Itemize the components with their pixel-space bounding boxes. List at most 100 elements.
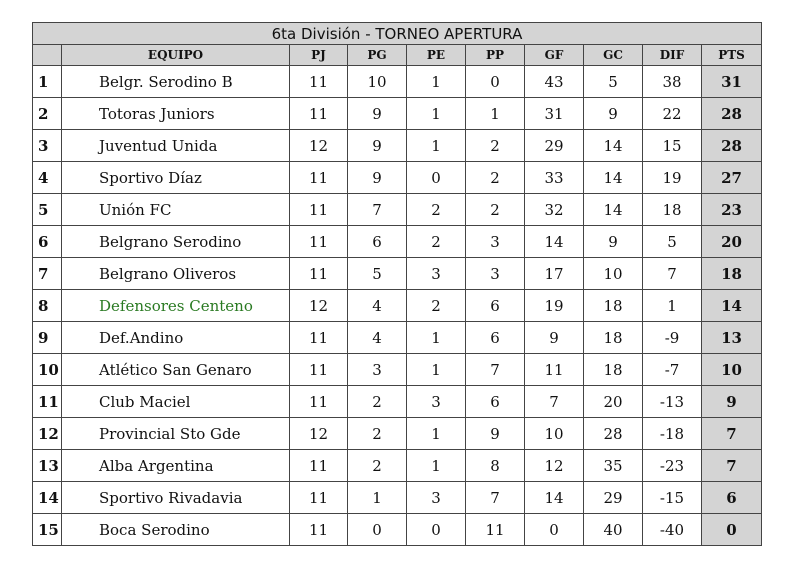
stat-cell: 2 (347, 417, 407, 450)
stat-cell: 6 (465, 289, 525, 322)
stat-cell: 3 (347, 353, 407, 386)
stat-cell: 11 (289, 449, 348, 482)
stat-cell: 11 (289, 353, 348, 386)
stat-cell: 17 (524, 257, 584, 290)
team-cell: Sportivo Rivadavia (61, 481, 290, 514)
pts-cell: 18 (701, 257, 762, 290)
stat-cell: 3 (465, 225, 525, 258)
stat-cell: 7 (465, 481, 525, 514)
stat-cell: 11 (289, 161, 348, 194)
rank-cell: 14 (32, 481, 62, 514)
pts-cell: 28 (701, 129, 762, 162)
pts-cell: 6 (701, 481, 762, 514)
stat-cell: 1 (406, 449, 466, 482)
stat-cell: 2 (465, 193, 525, 226)
header-cell: PP (465, 44, 525, 66)
stat-cell: 19 (642, 161, 702, 194)
pts-cell: 14 (701, 289, 762, 322)
team-cell: Juventud Unida (61, 129, 290, 162)
stat-cell: 6 (465, 385, 525, 418)
stat-cell: 12 (289, 417, 348, 450)
stat-cell: 11 (289, 65, 348, 98)
stat-cell: 10 (524, 417, 584, 450)
team-cell: Atlético San Genaro (61, 353, 290, 386)
pts-cell: 10 (701, 353, 762, 386)
table-row: 11 Club Maciel 11 2 3 6 7 20 -13 9 (32, 385, 762, 418)
rank-cell: 4 (32, 161, 62, 194)
header-cell: PG (347, 44, 407, 66)
stat-cell: 6 (465, 321, 525, 354)
stat-cell: 3 (406, 385, 466, 418)
pts-cell: 0 (701, 513, 762, 546)
table-row: 3 Juventud Unida 12 9 1 2 29 14 15 28 (32, 129, 762, 162)
stat-cell: 11 (289, 481, 348, 514)
stat-cell: 9 (347, 129, 407, 162)
rank-cell: 8 (32, 289, 62, 322)
header-cell: DIF (642, 44, 702, 66)
standings-table: 6ta División - TORNEO APERTURA EQUIPO PJ P… (32, 22, 762, 546)
table-row: 5 Unión FC 11 7 2 2 32 14 18 23 (32, 193, 762, 226)
stat-cell: 7 (347, 193, 407, 226)
stat-cell: 11 (289, 513, 348, 546)
stat-cell: 2 (406, 225, 466, 258)
stat-cell: 18 (642, 193, 702, 226)
stat-cell: 29 (524, 129, 584, 162)
stat-cell: 14 (583, 193, 643, 226)
stat-cell: 11 (289, 193, 348, 226)
stat-cell: 10 (347, 65, 407, 98)
stat-cell: 9 (524, 321, 584, 354)
stat-cell: 20 (583, 385, 643, 418)
stat-cell: 5 (347, 257, 407, 290)
header-cell (32, 44, 62, 66)
stat-cell: 14 (524, 481, 584, 514)
stat-cell: 0 (406, 513, 466, 546)
stat-cell: 18 (583, 321, 643, 354)
team-cell: Belgrano Oliveros (61, 257, 290, 290)
pts-cell: 7 (701, 417, 762, 450)
team-cell: Alba Argentina (61, 449, 290, 482)
table-row: 7 Belgrano Oliveros 11 5 3 3 17 10 7 18 (32, 257, 762, 290)
stat-cell: 3 (406, 257, 466, 290)
team-cell: Provincial Sto Gde (61, 417, 290, 450)
rank-cell: 12 (32, 417, 62, 450)
stat-cell: 7 (465, 353, 525, 386)
stat-cell: 6 (347, 225, 407, 258)
stat-cell: 12 (289, 129, 348, 162)
header-cell: GC (583, 44, 643, 66)
stat-cell: 38 (642, 65, 702, 98)
stat-cell: 12 (524, 449, 584, 482)
stat-cell: 1 (406, 353, 466, 386)
stat-cell: 1 (642, 289, 702, 322)
rank-cell: 5 (32, 193, 62, 226)
stat-cell: 7 (524, 385, 584, 418)
stat-cell: 14 (583, 129, 643, 162)
pts-cell: 23 (701, 193, 762, 226)
table-row: 12 Provincial Sto Gde 12 2 1 9 10 28 -18 7 (32, 417, 762, 450)
stat-cell: -18 (642, 417, 702, 450)
stat-cell: 2 (347, 449, 407, 482)
stat-cell: 11 (289, 385, 348, 418)
stat-cell: 14 (524, 225, 584, 258)
stat-cell: 2 (406, 193, 466, 226)
rank-cell: 7 (32, 257, 62, 290)
stat-cell: 3 (465, 257, 525, 290)
stat-cell: 43 (524, 65, 584, 98)
table-row: 4 Sportivo Díaz 11 9 0 2 33 14 19 27 (32, 161, 762, 194)
team-cell: Club Maciel (61, 385, 290, 418)
stat-cell: 0 (524, 513, 584, 546)
rank-cell: 1 (32, 65, 62, 98)
table-row: 2 Totoras Juniors 11 9 1 1 31 9 22 28 (32, 97, 762, 130)
stat-cell: 22 (642, 97, 702, 130)
stat-cell: 40 (583, 513, 643, 546)
stat-cell: 5 (583, 65, 643, 98)
pts-cell: 31 (701, 65, 762, 98)
rank-cell: 11 (32, 385, 62, 418)
stat-cell: 2 (347, 385, 407, 418)
table-title: 6ta División - TORNEO APERTURA (32, 22, 762, 45)
stat-cell: 9 (465, 417, 525, 450)
stat-cell: 11 (289, 321, 348, 354)
stat-cell: 7 (642, 257, 702, 290)
stat-cell: 18 (583, 353, 643, 386)
stat-cell: -7 (642, 353, 702, 386)
team-cell: Belgrano Serodino (61, 225, 290, 258)
